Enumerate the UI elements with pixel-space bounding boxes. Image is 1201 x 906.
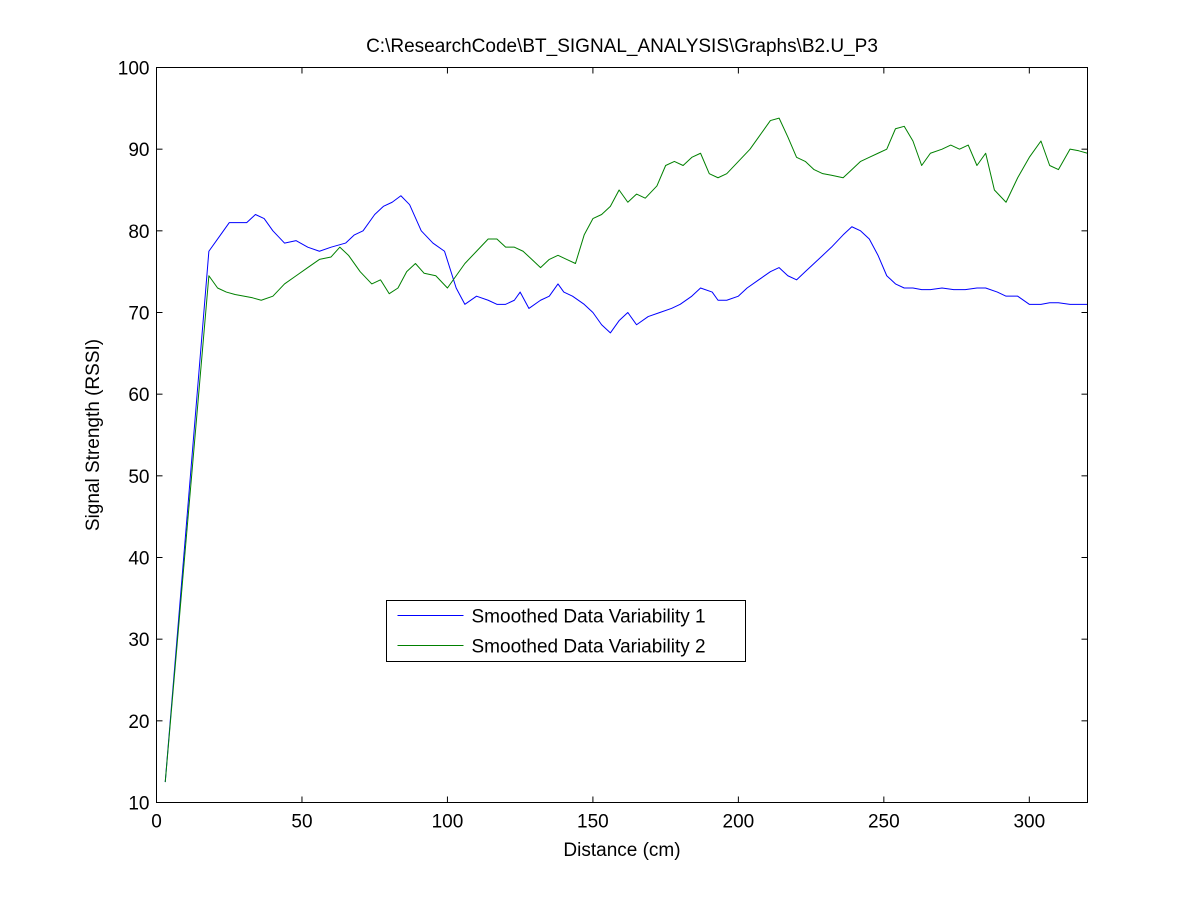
x-tick-label: 50 xyxy=(291,812,312,833)
chart-title: C:\ResearchCode\BT_SIGNAL_ANALYSIS\Graph… xyxy=(366,36,878,57)
y-tick-label: 10 xyxy=(128,794,149,815)
x-tick-label: 200 xyxy=(723,812,755,833)
y-tick-label: 100 xyxy=(118,59,150,80)
legend-label-1: Smoothed Data Variability 1 xyxy=(472,607,706,628)
x-tick-label: 250 xyxy=(868,812,900,833)
legend: Smoothed Data Variability 1 Smoothed Data… xyxy=(386,600,746,662)
x-tick-label: 150 xyxy=(577,812,609,833)
y-tick-label: 60 xyxy=(128,385,149,406)
x-tick-label: 300 xyxy=(1013,812,1045,833)
y-tick-label: 70 xyxy=(128,304,149,325)
axes-frame xyxy=(156,67,1088,803)
y-axis-label: Signal Strength (RSSI) xyxy=(83,339,104,531)
series-line-1 xyxy=(164,195,1088,783)
x-axis-label: Distance (cm) xyxy=(563,840,680,861)
x-tick-label: 0 xyxy=(151,812,162,833)
legend-box xyxy=(386,600,746,662)
y-tick-label: 40 xyxy=(128,549,149,570)
y-tick-label: 20 xyxy=(128,712,149,733)
ticks-layer: 0 50 100 150 200 250 300 10 20 30 40 50 60 70 80 90 100 xyxy=(118,59,1088,833)
y-tick-label: 30 xyxy=(128,630,149,651)
legend-label-2: Smoothed Data Variability 2 xyxy=(472,637,706,658)
series-line-2 xyxy=(164,117,1088,783)
y-tick-label: 90 xyxy=(128,140,149,161)
series-layer xyxy=(164,117,1088,783)
y-tick-label: 80 xyxy=(128,222,149,243)
x-tick-label: 100 xyxy=(432,812,464,833)
y-tick-label: 50 xyxy=(128,467,149,488)
